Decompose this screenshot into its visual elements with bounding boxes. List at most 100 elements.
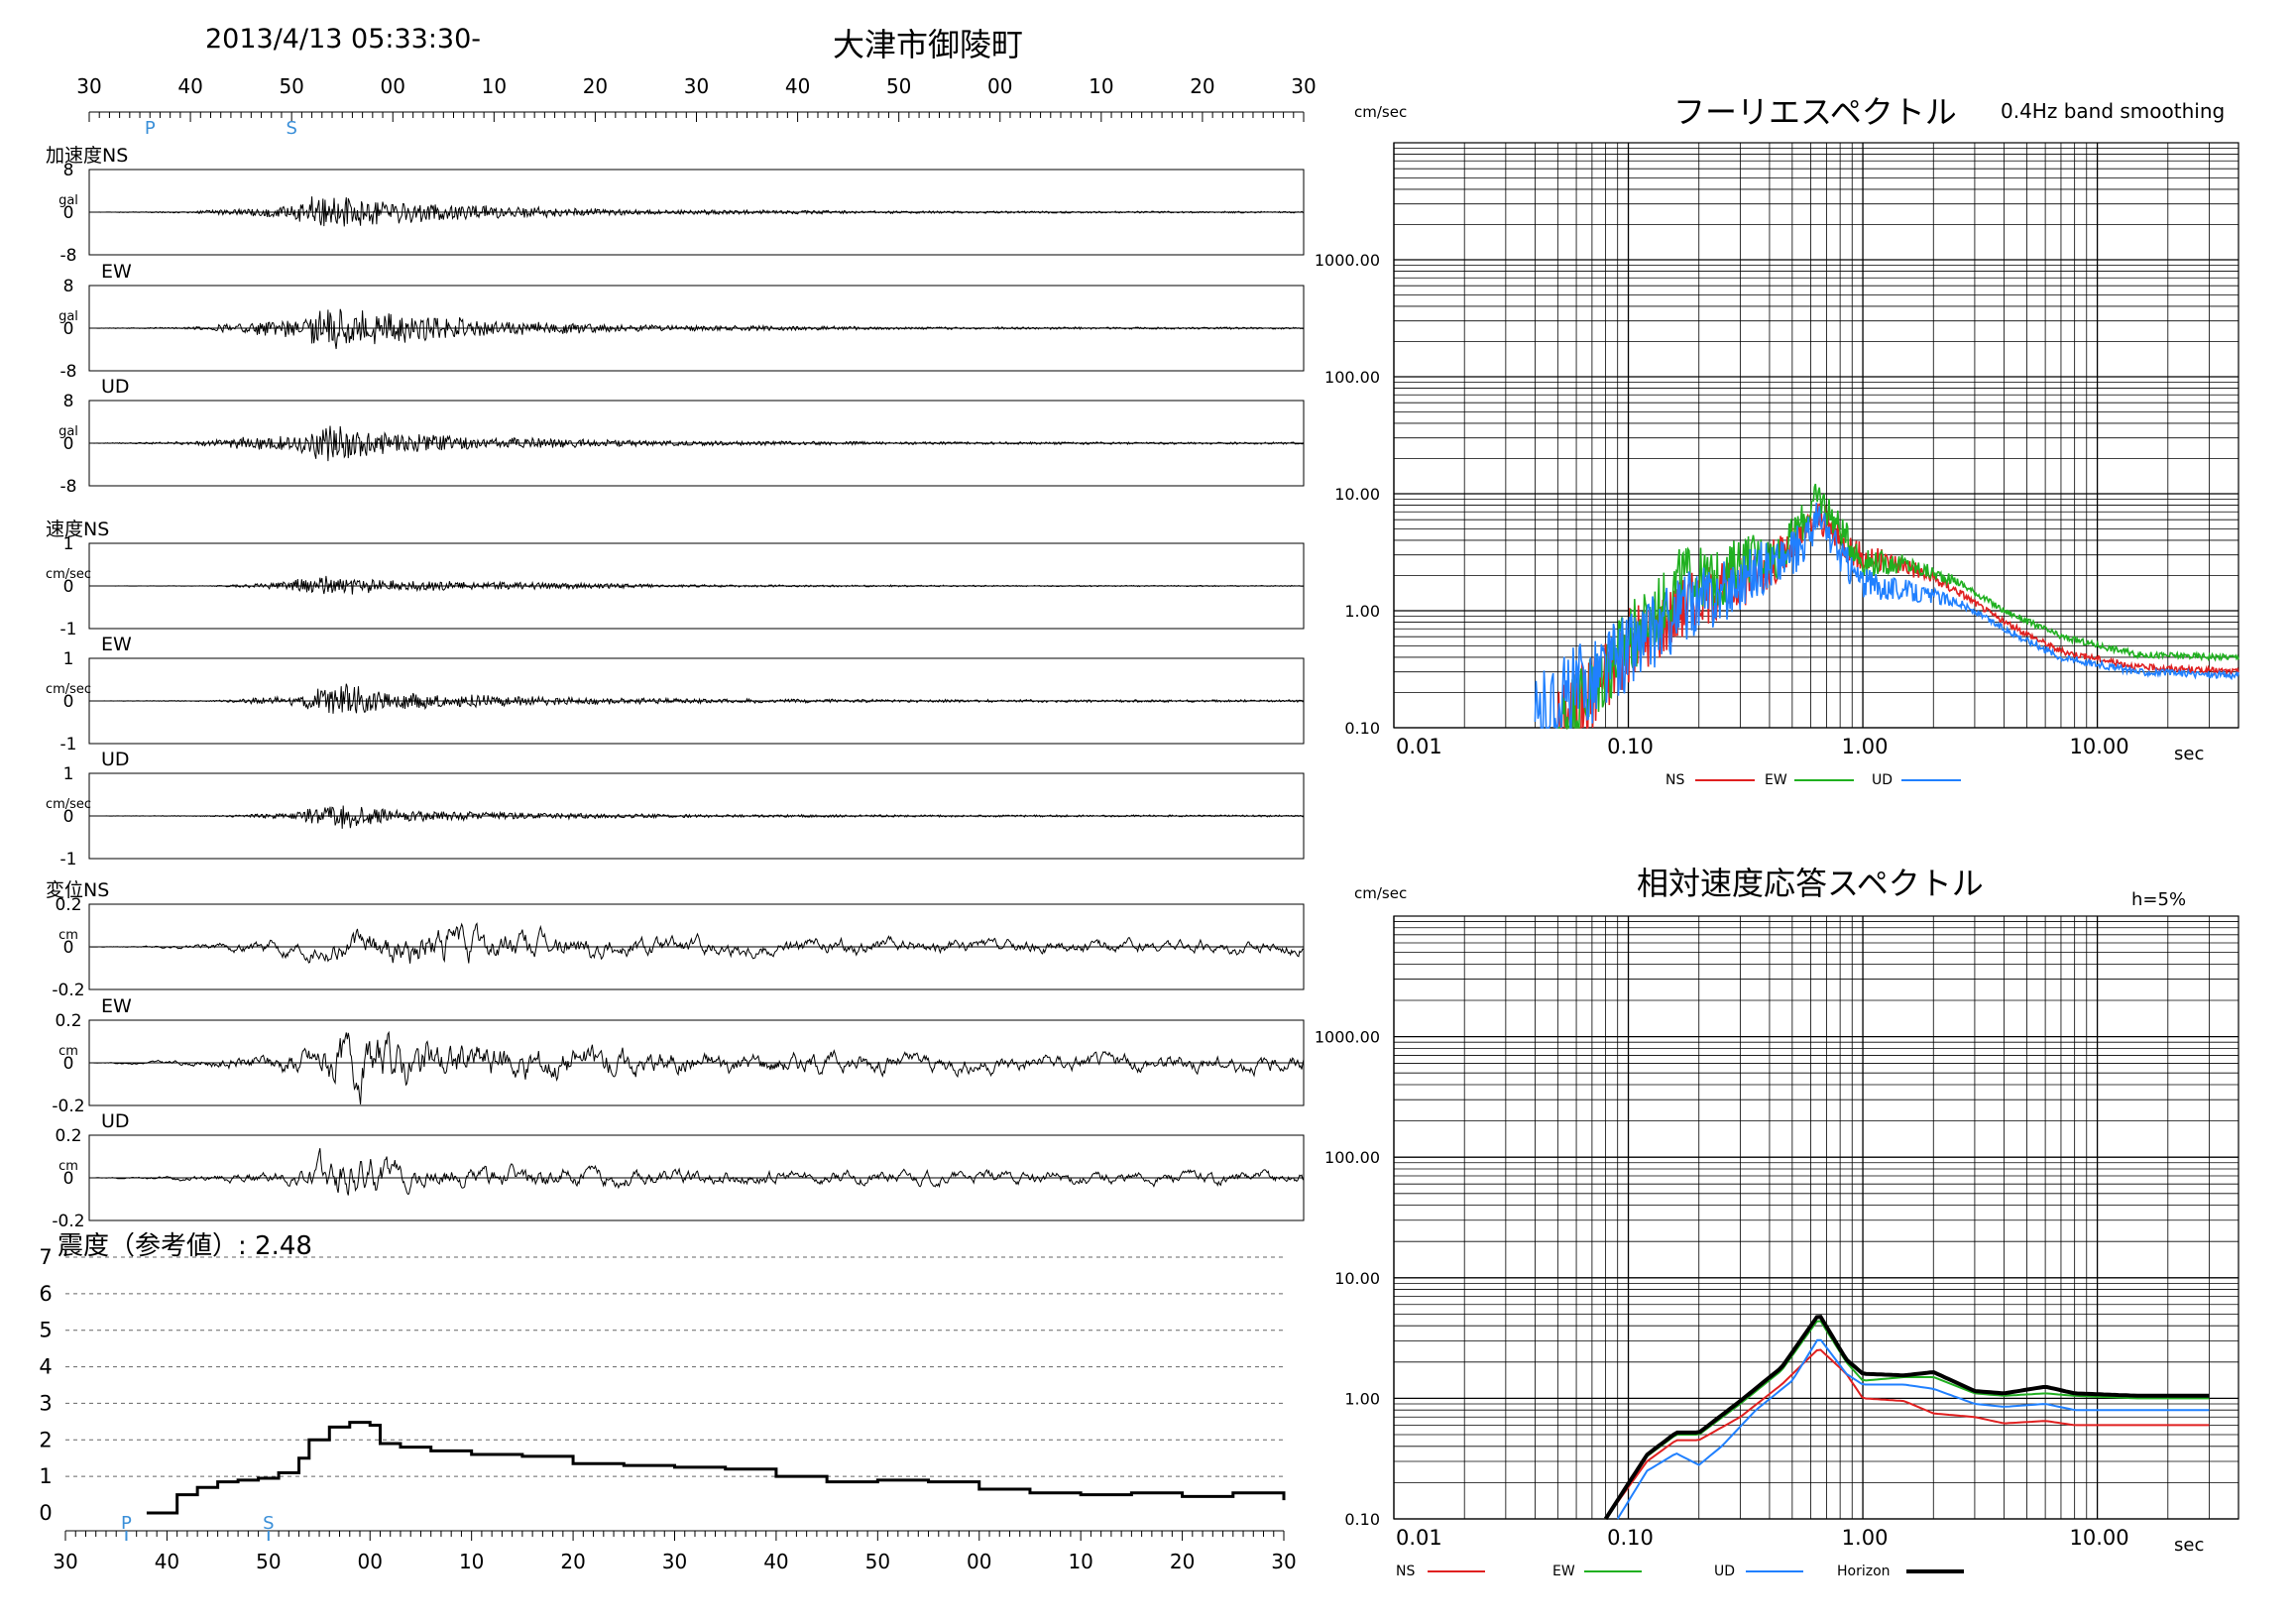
spectrum-ytick-label: 1000.00 bbox=[1315, 251, 1380, 270]
panel-ytick-top: 0.2 bbox=[55, 1011, 81, 1031]
response-note: h=5% bbox=[2131, 889, 2187, 910]
panel-label: 加速度NS bbox=[46, 145, 128, 167]
response-spectrum-chart: 1000.00 100.00 10.00 1.00 0.10 0.01 0.10 1.00 10… bbox=[1315, 915, 2239, 1579]
series-ud bbox=[1534, 503, 2239, 729]
fourier-note: 0.4Hz band smoothing bbox=[2001, 99, 2226, 123]
series-ns bbox=[1604, 1348, 2210, 1520]
panel-unit: gal bbox=[58, 424, 78, 439]
spectrum-frame bbox=[1393, 915, 2239, 1520]
top-axis-tick-label: 40 bbox=[177, 74, 202, 98]
panel-ytick-bottom: -0.2 bbox=[52, 981, 84, 1000]
panel-unit: cm bbox=[58, 1159, 78, 1174]
panel-ytick-bottom: -1 bbox=[60, 620, 77, 639]
station-title: 大津市御陵町 bbox=[833, 26, 1024, 63]
intensity-xtick-label: 20 bbox=[560, 1550, 585, 1573]
spectrum-frame bbox=[1393, 142, 2239, 729]
panel-ytick-zero: 0 bbox=[63, 807, 74, 827]
panel-ytick-top: 1 bbox=[63, 764, 74, 784]
panel-unit: cm/sec bbox=[46, 797, 91, 812]
intensity-xtick-label: 30 bbox=[662, 1550, 687, 1573]
intensity-xtick-label: 40 bbox=[763, 1550, 788, 1573]
spectrum-xtick-label: 1.00 bbox=[1842, 1526, 1889, 1550]
panel-label: 変位NS bbox=[46, 879, 109, 901]
spectrum-xlabel: sec bbox=[2174, 1535, 2204, 1556]
intensity-xtick-label: 30 bbox=[1271, 1550, 1296, 1573]
intensity-xtick-label: 00 bbox=[358, 1550, 383, 1573]
panel-ytick-top: 1 bbox=[63, 649, 74, 669]
intensity-ytick-label: 6 bbox=[39, 1282, 52, 1306]
fourier-legend-label-ew: EW bbox=[1765, 772, 1787, 788]
panel-ytick-zero: 0 bbox=[63, 319, 74, 339]
panel-unit: gal bbox=[58, 193, 78, 208]
spectrum-xtick-label: 0.01 bbox=[1396, 735, 1442, 758]
panel-ytick-top: 0.2 bbox=[55, 895, 81, 915]
waveform-panels: 30 40 50 00 10 20 30 40 50 00 10 20 30P S加速度NS80-8gal… bbox=[46, 74, 1317, 1231]
intensity-ytick-label: 0 bbox=[39, 1501, 52, 1525]
spectrum-xtick-label: 0.10 bbox=[1607, 1526, 1654, 1550]
spectrum-ytick-label: 0.10 bbox=[1344, 1510, 1380, 1529]
top-axis-tick-label: 20 bbox=[1190, 74, 1214, 98]
spectrum-ytick-label: 1000.00 bbox=[1315, 1028, 1380, 1047]
waveform-trace bbox=[89, 1147, 1305, 1196]
waveform-panel-disp-ud: UD 0.2 0 -0.2 cm bbox=[52, 1110, 1305, 1231]
response-legend-label-ns: NS bbox=[1396, 1564, 1415, 1579]
waveform-trace bbox=[89, 922, 1305, 964]
waveform-trace bbox=[89, 683, 1305, 714]
fourier-ylabel: cm/sec bbox=[1354, 103, 1408, 121]
intensity-ytick-label: 2 bbox=[39, 1428, 52, 1451]
spectrum-xtick-label: 1.00 bbox=[1842, 735, 1889, 758]
panel-ytick-bottom: -1 bbox=[60, 850, 77, 869]
spectrum-ytick-label: 10.00 bbox=[1334, 1269, 1380, 1288]
panel-ytick-zero: 0 bbox=[63, 434, 74, 454]
fourier-title: フーリエスペクトル bbox=[1673, 93, 1957, 131]
panel-label: 速度NS bbox=[46, 519, 109, 540]
waveform-panel-vel-ew: EW 1 0 -1 cm/sec bbox=[46, 634, 1305, 754]
spectrum-xtick-label: 0.10 bbox=[1607, 735, 1654, 758]
panel-ytick-zero: 0 bbox=[63, 203, 74, 223]
intensity-ytick-label: 1 bbox=[39, 1464, 52, 1488]
spectrum-ytick-label: 10.00 bbox=[1334, 485, 1380, 504]
top-axis-tick-label: 20 bbox=[583, 74, 608, 98]
response-title: 相対速度応答スペクトル bbox=[1637, 865, 1984, 902]
waveform-trace bbox=[89, 1030, 1305, 1104]
top-axis-tick-label: 30 bbox=[1291, 74, 1316, 98]
panel-label: UD bbox=[101, 1110, 130, 1132]
intensity-ytick-label: 7 bbox=[39, 1245, 52, 1269]
top-axis-tick-label: 10 bbox=[1089, 74, 1113, 98]
intensity-xtick-label: 40 bbox=[155, 1550, 179, 1573]
intensity-phase-marker-P: P bbox=[121, 1513, 132, 1534]
fourier-legend-label-ns: NS bbox=[1665, 772, 1684, 788]
phase-marker-S: S bbox=[286, 118, 296, 139]
panel-label: UD bbox=[101, 376, 130, 398]
panel-ytick-top: 8 bbox=[63, 161, 74, 180]
response-ylabel: cm/sec bbox=[1354, 884, 1408, 902]
panel-ytick-zero: 0 bbox=[63, 1054, 74, 1074]
top-axis-tick-label: 50 bbox=[886, 74, 911, 98]
panel-label: UD bbox=[101, 749, 130, 770]
panel-ytick-top: 8 bbox=[63, 277, 74, 296]
spectrum-xtick-label: 0.01 bbox=[1396, 1526, 1442, 1550]
spectrum-xtick-label: 10.00 bbox=[2070, 735, 2129, 758]
panel-ytick-top: 0.2 bbox=[55, 1126, 81, 1146]
panel-ytick-top: 8 bbox=[63, 392, 74, 411]
spectrum-ytick-label: 1.00 bbox=[1344, 1389, 1380, 1408]
panel-ytick-bottom: -0.2 bbox=[52, 1212, 84, 1231]
waveform-trace bbox=[89, 425, 1305, 462]
panel-unit: cm bbox=[58, 928, 78, 943]
panel-ytick-bottom: -0.2 bbox=[52, 1097, 84, 1116]
waveform-trace bbox=[89, 575, 1305, 595]
top-axis-tick-label: 00 bbox=[381, 74, 405, 98]
spectrum-ytick-label: 100.00 bbox=[1324, 368, 1380, 387]
fourier-spectrum-chart: 1000.00 100.00 10.00 1.00 0.10 0.01 0.10 1.00 10… bbox=[1315, 142, 2239, 788]
top-axis-tick-label: 30 bbox=[684, 74, 709, 98]
panel-ytick-top: 1 bbox=[63, 534, 74, 554]
intensity-xtick-label: 10 bbox=[459, 1550, 484, 1573]
panel-unit: gal bbox=[58, 309, 78, 324]
intensity-xtick-label: 50 bbox=[256, 1550, 281, 1573]
panel-ytick-bottom: -8 bbox=[60, 362, 77, 382]
panel-label: EW bbox=[101, 634, 132, 655]
